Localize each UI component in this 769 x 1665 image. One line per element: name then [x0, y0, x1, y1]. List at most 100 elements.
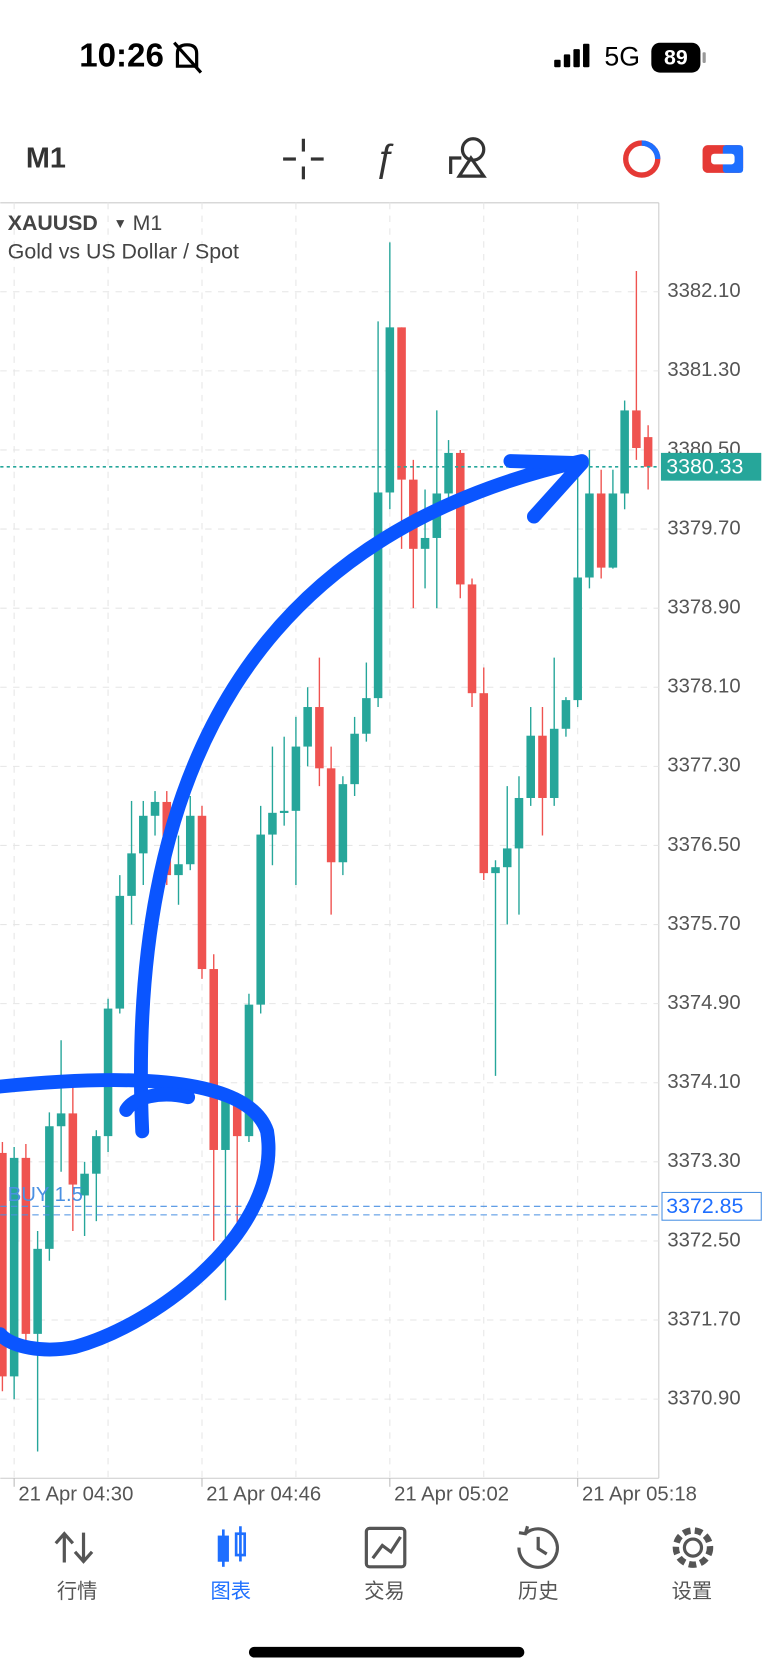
candle-body	[456, 452, 465, 585]
tab-label[interactable]: 行情	[57, 1580, 98, 1603]
candle-body	[420, 537, 430, 549]
candle-body	[549, 728, 559, 798]
objects-button[interactable]	[449, 137, 487, 178]
battery-body	[651, 42, 701, 73]
annotation-arrowhead	[503, 454, 589, 524]
candle-body	[303, 707, 312, 747]
network-label: 5G	[604, 42, 640, 72]
tab-icons	[54, 1525, 714, 1569]
trade-button[interactable]	[623, 140, 744, 178]
annotation-hook	[119, 1087, 196, 1117]
candle-body	[80, 1173, 89, 1196]
candle-body	[350, 733, 359, 785]
candle-body	[444, 452, 453, 494]
candle-body	[139, 815, 148, 854]
tab-label[interactable]: 交易	[364, 1580, 405, 1603]
candle-body	[514, 797, 524, 849]
tab-label[interactable]: 图表	[211, 1580, 252, 1603]
x-tick-label: 21 Apr 05:02	[394, 1484, 509, 1506]
candle-body	[209, 969, 218, 1150]
candle-body	[92, 1136, 101, 1174]
order-label: BUY 1.5	[8, 1184, 83, 1206]
candle-body	[291, 746, 301, 811]
y-tick-label: 3371.70	[667, 1308, 740, 1330]
y-tick-label: 3372.50	[667, 1229, 740, 1251]
candle-body	[362, 698, 371, 734]
candle-body	[244, 1004, 254, 1137]
x-tick-label: 21 Apr 04:30	[18, 1484, 133, 1506]
candle-body	[103, 1008, 113, 1137]
chart-tab-icon	[217, 1526, 247, 1567]
status-time: 10:26	[79, 37, 164, 74]
annotation-arrow	[134, 454, 589, 1139]
candle-body	[373, 492, 383, 699]
toolbar-timeframe[interactable]: M1	[26, 143, 66, 175]
candle-body	[185, 815, 195, 865]
candle-body	[127, 853, 136, 896]
candle-body	[561, 700, 571, 729]
candle-body	[150, 801, 160, 816]
candle-body	[608, 493, 618, 568]
annotation-circle	[0, 1073, 276, 1357]
tab-label[interactable]: 历史	[518, 1580, 559, 1603]
candle-body	[68, 1113, 78, 1185]
candle-body	[268, 812, 277, 835]
home-indicator	[248, 1646, 525, 1658]
order-price-label: 3372.85	[666, 1194, 743, 1218]
candle-body	[643, 437, 653, 467]
order-price-box	[661, 1191, 762, 1221]
candle-body	[526, 735, 535, 798]
x-tick-label: 21 Apr 04:46	[206, 1484, 321, 1506]
candle-body	[467, 584, 477, 694]
y-tick-label: 3370.90	[667, 1387, 740, 1409]
candle-body	[221, 1099, 230, 1150]
y-tick-label: 3378.10	[667, 676, 740, 698]
chart: 3382.103381.303380.503379.703378.903378.…	[0, 202, 762, 1506]
candle-body	[174, 864, 183, 876]
candle-body	[45, 1126, 54, 1249]
candle-body	[232, 1099, 242, 1137]
candle-body	[632, 410, 641, 448]
candle-body	[279, 810, 289, 813]
battery-level: 89	[664, 45, 688, 69]
chart-timeframe: M1	[133, 211, 163, 235]
candle-body	[573, 577, 582, 701]
y-tick-label: 3382.10	[667, 280, 740, 302]
tab-label[interactable]: 设置	[672, 1580, 713, 1603]
x-tick-label: 21 Apr 05:18	[582, 1484, 697, 1506]
current-price-label: 3380.33	[666, 454, 743, 478]
crosshair-button[interactable]	[283, 138, 324, 180]
y-tick-label: 3373.30	[667, 1150, 740, 1172]
candle-body	[538, 735, 547, 798]
candle-body	[9, 1157, 19, 1377]
candle-body	[0, 1152, 7, 1377]
candle-body	[197, 815, 207, 970]
candle-body	[479, 693, 489, 874]
candle-body	[397, 327, 406, 480]
y-tick-label: 3374.90	[667, 992, 740, 1014]
candle-body	[385, 327, 395, 493]
candle-body	[491, 867, 500, 874]
y-tick-label: 3379.70	[667, 517, 740, 539]
candle-body	[56, 1113, 66, 1127]
y-tick-label: 3375.70	[667, 913, 740, 935]
current-price-box	[660, 452, 762, 481]
indicators-button[interactable]: ƒ	[374, 136, 395, 180]
signal-icon	[554, 43, 590, 68]
candle-body	[21, 1157, 31, 1334]
candle-body	[115, 895, 125, 1009]
candle-body	[256, 834, 265, 1005]
chart-symbol: XAUUSD	[8, 211, 98, 235]
y-tick-label: 3381.30	[667, 359, 740, 381]
mute-icon	[173, 41, 203, 74]
y-tick-label: 3376.50	[667, 834, 740, 856]
battery-cap	[702, 52, 706, 63]
symbol-dropdown[interactable]: ▼	[113, 215, 127, 231]
candle-body	[326, 768, 336, 863]
y-tick-label: 3377.30	[667, 755, 740, 777]
chart-subtitle: Gold vs US Dollar / Spot	[8, 240, 239, 264]
candle-body	[315, 707, 324, 769]
y-tick-label: 3374.10	[667, 1071, 740, 1093]
